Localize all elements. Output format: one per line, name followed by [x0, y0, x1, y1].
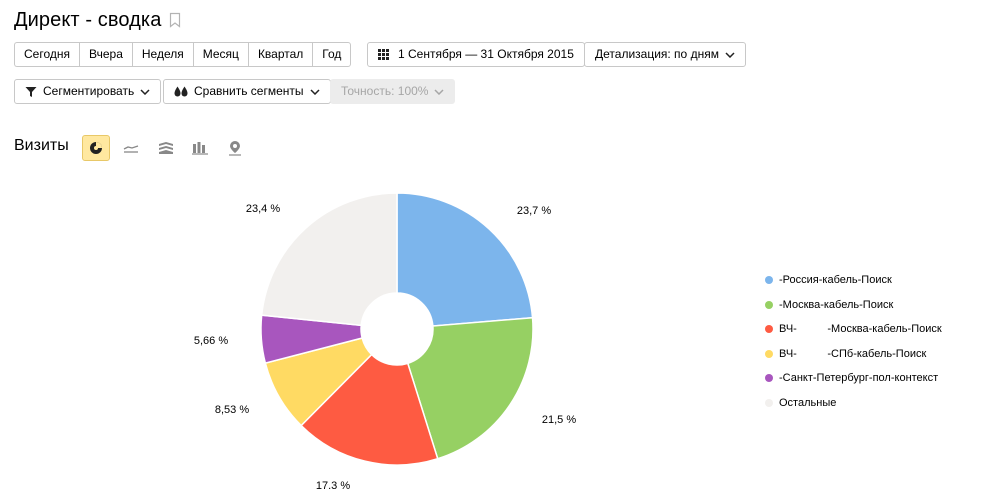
date-range-label: 1 Сентября — 31 Октября 2015: [398, 47, 574, 61]
accuracy-dropdown: Точность: 100%: [330, 79, 456, 104]
chevron-down-icon: [725, 51, 735, 58]
compare-segments-button[interactable]: Сравнить сегменты: [163, 79, 331, 104]
period-button-group: Сегодня Вчера Неделя Месяц Квартал Год: [14, 42, 352, 67]
accuracy-label: Точность: 100%: [341, 84, 429, 98]
legend-dot: [765, 276, 773, 284]
period-button-today[interactable]: Сегодня: [14, 42, 79, 67]
compare-segments-label: Сравнить сегменты: [194, 84, 304, 98]
detail-dropdown[interactable]: Детализация: по дням: [584, 42, 746, 67]
period-button-month[interactable]: Месяц: [192, 42, 248, 67]
pie-slice[interactable]: [260, 192, 398, 327]
view-pie-button[interactable]: [82, 135, 110, 161]
area-chart-icon: [159, 142, 173, 154]
legend-label: ВЧ- -СПб-кабель-Поиск: [779, 347, 927, 360]
slice-value-label: 17.3 %: [316, 480, 350, 492]
bar-chart-icon: [192, 142, 208, 155]
filter-icon: [25, 86, 37, 97]
legend-dot: [765, 398, 773, 407]
segment-button[interactable]: Сегментировать: [14, 79, 162, 104]
line-chart-icon: [123, 145, 139, 153]
pie-slice[interactable]: [300, 353, 439, 466]
slice-value-label: 21,5 %: [542, 414, 576, 426]
pie-slice[interactable]: [406, 316, 534, 460]
period-button-year[interactable]: Год: [312, 42, 352, 67]
legend-label: Остальные: [779, 396, 837, 409]
pie-slice[interactable]: [396, 192, 534, 327]
calendar-icon: [378, 49, 389, 60]
section-title: Визиты: [14, 137, 69, 154]
period-button-week[interactable]: Неделя: [131, 42, 193, 67]
page-title: Директ - сводка: [14, 8, 162, 31]
period-button-quarter[interactable]: Квартал: [247, 42, 313, 67]
view-area-button[interactable]: [152, 135, 180, 161]
pie-chart-icon: [90, 142, 102, 154]
legend-dot: [765, 374, 773, 382]
chevron-down-icon: [140, 88, 150, 95]
legend-dot: [765, 300, 773, 309]
legend-dot: [765, 325, 773, 333]
title-row: Директ - сводка: [14, 6, 181, 34]
view-bar-button[interactable]: [186, 135, 214, 161]
slice-value-label: 23,7 %: [517, 205, 551, 217]
view-line-button[interactable]: [117, 135, 145, 161]
detail-label: Детализация: по дням: [595, 47, 719, 61]
legend-label: ВЧ- -Москва-кабель-Поиск: [779, 323, 942, 335]
bookmark-icon[interactable]: [169, 12, 181, 28]
legend-label: -Санкт-Петербург-пол-контекст: [779, 372, 939, 384]
slice-value-label: 5,66 %: [194, 335, 228, 347]
date-range-button[interactable]: 1 Сентября — 31 Октября 2015: [367, 42, 585, 67]
legend-label: -Россия-кабель-Поиск: [779, 274, 892, 286]
chevron-down-icon: [310, 88, 320, 95]
view-map-button[interactable]: [221, 135, 249, 161]
map-icon: [229, 141, 241, 156]
slice-value-label: 23,4 %: [246, 203, 280, 215]
segment-button-label: Сегментировать: [43, 84, 135, 98]
legend-dot: [765, 349, 773, 358]
slice-value-label: 8,53 %: [215, 404, 249, 416]
legend-label: -Москва-кабель-Поиск: [779, 298, 894, 311]
compare-icon: [174, 86, 188, 96]
period-button-yesterday[interactable]: Вчера: [79, 42, 132, 67]
chevron-down-icon: [434, 88, 444, 95]
